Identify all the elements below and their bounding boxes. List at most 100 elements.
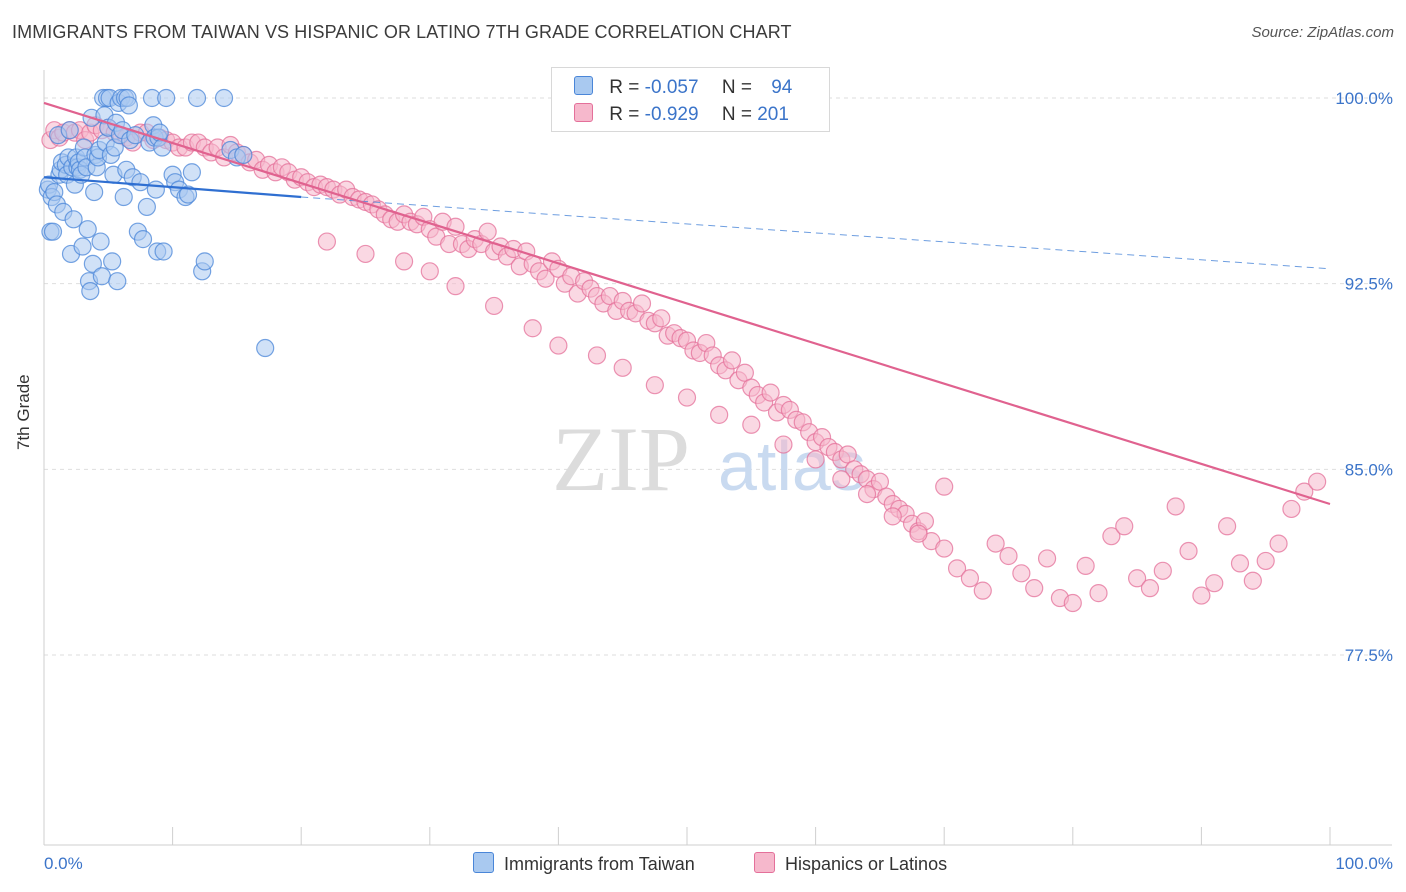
legend-n-value: 94 bbox=[771, 77, 793, 98]
data-point bbox=[1102, 527, 1121, 546]
data-point bbox=[986, 534, 1005, 553]
data-point bbox=[774, 435, 793, 454]
data-point bbox=[1282, 499, 1301, 519]
data-point bbox=[935, 477, 954, 496]
data-point bbox=[157, 88, 176, 108]
trend-lines bbox=[43, 101, 1331, 506]
data-point bbox=[935, 539, 954, 558]
data-point bbox=[999, 546, 1018, 566]
data-point bbox=[1076, 556, 1095, 575]
legend-row-hispanic: R = -0.929 N = 201 bbox=[574, 103, 789, 126]
data-point bbox=[234, 145, 253, 165]
data-point bbox=[108, 272, 127, 291]
data-point bbox=[1037, 549, 1057, 568]
data-point bbox=[523, 319, 542, 338]
data-point bbox=[1179, 541, 1198, 561]
data-point bbox=[73, 237, 92, 256]
y-tick-label: 92.5% bbox=[1345, 275, 1393, 294]
legend-r-label: R = bbox=[609, 77, 640, 98]
data-point bbox=[1243, 571, 1262, 590]
tick-labels: 77.5% 85.0% 92.5% 100.0% 0.0% 100.0% bbox=[44, 89, 1393, 873]
y-axis-label: 7th Grade bbox=[14, 374, 33, 450]
data-point bbox=[85, 182, 104, 202]
data-point bbox=[317, 232, 337, 251]
legend-row-taiwan: R = -0.057 N = 94 bbox=[574, 76, 792, 99]
data-point bbox=[60, 121, 79, 140]
source-label: Source: ZipAtlas.com bbox=[1251, 24, 1394, 41]
bottom-legend-label-taiwan: Immigrants from Taiwan bbox=[504, 854, 695, 874]
data-point bbox=[214, 88, 234, 108]
legend-r-value: -0.929 bbox=[644, 104, 699, 125]
data-point bbox=[1025, 579, 1044, 598]
data-point bbox=[114, 187, 133, 207]
data-point bbox=[1295, 482, 1314, 501]
data-point bbox=[195, 252, 214, 271]
legend-swatch-taiwan bbox=[574, 76, 593, 95]
legend-r-label: R = bbox=[609, 104, 640, 125]
legend-n-label: N = bbox=[721, 104, 752, 125]
data-point bbox=[613, 358, 632, 377]
data-point bbox=[83, 254, 102, 273]
data-point bbox=[1269, 534, 1288, 553]
data-point bbox=[1089, 584, 1108, 603]
data-point bbox=[832, 470, 851, 489]
data-point bbox=[485, 296, 504, 316]
data-point bbox=[1256, 551, 1275, 571]
data-point bbox=[1140, 579, 1160, 598]
data-point bbox=[652, 309, 671, 328]
legend-swatch-hispanic bbox=[574, 103, 593, 122]
data-point bbox=[92, 267, 111, 286]
data-point bbox=[446, 277, 465, 296]
data-point bbox=[146, 180, 165, 199]
data-point bbox=[677, 388, 697, 407]
data-point bbox=[78, 220, 97, 239]
watermark-zip: ZIP bbox=[552, 408, 690, 510]
data-point bbox=[742, 415, 761, 434]
data-point bbox=[119, 96, 138, 115]
data-point bbox=[256, 338, 275, 358]
chart-title: IMMIGRANTS FROM TAIWAN VS HISPANIC OR LA… bbox=[12, 22, 792, 42]
data-point bbox=[1205, 574, 1224, 593]
data-point bbox=[1308, 472, 1327, 491]
data-point bbox=[43, 222, 63, 241]
data-point bbox=[133, 230, 153, 249]
series-taiwan-points bbox=[38, 88, 275, 358]
y-tick-label: 77.5% bbox=[1345, 646, 1393, 665]
data-point bbox=[806, 450, 825, 469]
data-point bbox=[103, 252, 122, 271]
data-point bbox=[973, 581, 992, 600]
data-point bbox=[420, 262, 439, 281]
data-point bbox=[883, 507, 902, 526]
data-point bbox=[81, 281, 100, 301]
data-point bbox=[947, 559, 967, 578]
data-point bbox=[178, 185, 198, 204]
trend-line-taiwan bbox=[43, 176, 302, 199]
data-point bbox=[1230, 554, 1250, 573]
data-point bbox=[1115, 517, 1134, 536]
data-point bbox=[857, 484, 877, 504]
data-point bbox=[632, 294, 652, 313]
y-tick-label: 100.0% bbox=[1335, 89, 1393, 108]
data-point bbox=[960, 569, 980, 588]
data-point bbox=[645, 376, 664, 395]
y-tick-label: 85.0% bbox=[1345, 460, 1393, 479]
stats-legend: R = -0.057 N = 94 R = -0.929 N = 201 bbox=[551, 67, 830, 132]
data-point bbox=[182, 163, 201, 182]
data-point bbox=[549, 336, 568, 355]
data-point bbox=[536, 269, 555, 288]
legend-r-value: -0.057 bbox=[644, 77, 699, 98]
data-point bbox=[1218, 517, 1237, 536]
data-point bbox=[478, 222, 497, 241]
data-point bbox=[1192, 586, 1211, 605]
trend-line-hispanic bbox=[43, 101, 1331, 506]
legend-n-label: N = bbox=[721, 77, 752, 98]
trend-line-taiwan-extension bbox=[301, 196, 1331, 270]
data-point bbox=[356, 244, 375, 264]
data-point bbox=[1166, 497, 1185, 516]
data-point bbox=[909, 524, 928, 543]
grid-lines bbox=[44, 97, 1392, 656]
data-point bbox=[131, 173, 150, 192]
bottom-legend-swatch-taiwan bbox=[473, 852, 494, 873]
data-point bbox=[91, 232, 110, 251]
